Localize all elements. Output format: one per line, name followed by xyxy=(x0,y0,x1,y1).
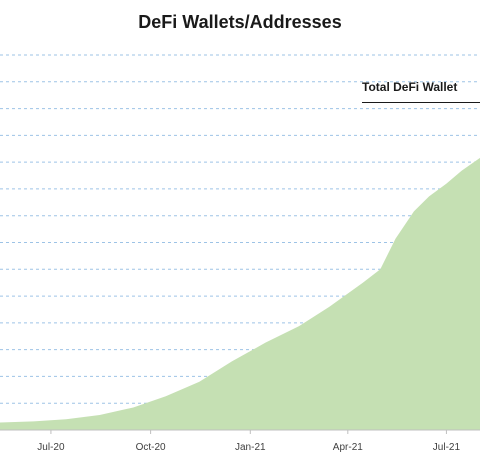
area-series-0 xyxy=(0,157,480,430)
x-tick-label: Jan-21 xyxy=(235,442,266,453)
x-tick-label: Jul-21 xyxy=(433,442,461,453)
x-tick-label: Oct-20 xyxy=(136,442,166,453)
x-axis-ticks: Jul-20 Oct-20 Jan-21 Apr-21 Jul-21 xyxy=(37,430,460,453)
x-tick-label: Apr-21 xyxy=(333,442,363,453)
chart-title: DeFi Wallets/Addresses xyxy=(138,12,342,32)
legend-label: Total DeFi Wallet xyxy=(362,80,458,94)
x-tick-label: Jul-20 xyxy=(37,442,65,453)
area-series-layer xyxy=(0,157,480,430)
legend-line xyxy=(362,102,480,103)
